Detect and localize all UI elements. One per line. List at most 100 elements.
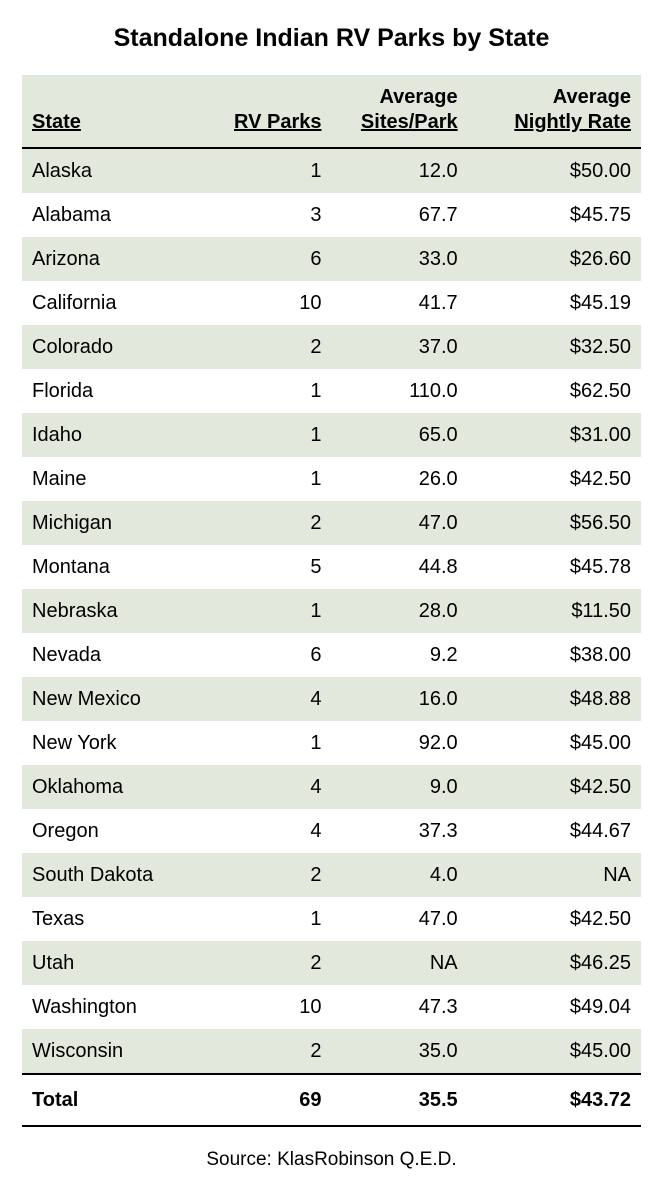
table-row: South Dakota24.0NA — [22, 853, 641, 897]
cell-parks: 10 — [220, 281, 331, 325]
cell-state: South Dakota — [22, 853, 220, 897]
cell-parks: 1 — [220, 721, 331, 765]
cell-state: Nevada — [22, 633, 220, 677]
cell-rate: $45.19 — [468, 281, 641, 325]
cell-rate: $26.60 — [468, 237, 641, 281]
col-header-rate-top: Average — [553, 86, 631, 108]
cell-state: Florida — [22, 369, 220, 413]
table-total-row: Total6935.5$43.72 — [22, 1074, 641, 1126]
cell-rate: $42.50 — [468, 765, 641, 809]
cell-rate: $56.50 — [468, 501, 641, 545]
table-row: New York192.0$45.00 — [22, 721, 641, 765]
cell-rate: $32.50 — [468, 325, 641, 369]
cell-state: Colorado — [22, 325, 220, 369]
table-row: Alaska112.0$50.00 — [22, 148, 641, 193]
cell-state: Arizona — [22, 237, 220, 281]
cell-state: Washington — [22, 985, 220, 1029]
cell-parks: 1 — [220, 369, 331, 413]
cell-rate: $45.75 — [468, 193, 641, 237]
total-sites: 35.5 — [331, 1074, 467, 1126]
table-page: Standalone Indian RV Parks by State Stat… — [0, 0, 663, 1191]
table-row: Oregon437.3$44.67 — [22, 809, 641, 853]
cell-rate: $31.00 — [468, 413, 641, 457]
cell-parks: 3 — [220, 193, 331, 237]
cell-rate: $62.50 — [468, 369, 641, 413]
cell-rate: $42.50 — [468, 457, 641, 501]
col-header-rate-bottom: Nightly Rate — [514, 111, 631, 133]
rv-parks-table: State RV Parks Average Sites/Park — [22, 75, 641, 1127]
cell-rate: $44.67 — [468, 809, 641, 853]
cell-sites: 26.0 — [331, 457, 467, 501]
cell-rate: $46.25 — [468, 941, 641, 985]
cell-sites: 47.0 — [331, 501, 467, 545]
cell-parks: 1 — [220, 413, 331, 457]
cell-rate: $45.00 — [468, 721, 641, 765]
table-row: Colorado237.0$32.50 — [22, 325, 641, 369]
cell-sites: 9.0 — [331, 765, 467, 809]
cell-parks: 1 — [220, 148, 331, 193]
cell-state: Michigan — [22, 501, 220, 545]
col-header-sites-top: Average — [379, 86, 457, 108]
cell-parks: 10 — [220, 985, 331, 1029]
cell-sites: 4.0 — [331, 853, 467, 897]
cell-state: Alaska — [22, 148, 220, 193]
cell-parks: 1 — [220, 457, 331, 501]
table-row: New Mexico416.0$48.88 — [22, 677, 641, 721]
cell-rate: $42.50 — [468, 897, 641, 941]
col-header-sites: Average Sites/Park — [331, 75, 467, 148]
cell-sites: 33.0 — [331, 237, 467, 281]
cell-rate: $45.00 — [468, 1029, 641, 1074]
cell-sites: 35.0 — [331, 1029, 467, 1074]
cell-parks: 1 — [220, 897, 331, 941]
total-label: Total — [22, 1074, 220, 1126]
cell-state: Maine — [22, 457, 220, 501]
cell-sites: 65.0 — [331, 413, 467, 457]
cell-parks: 2 — [220, 853, 331, 897]
table-row: Wisconsin235.0$45.00 — [22, 1029, 641, 1074]
cell-state: Oklahoma — [22, 765, 220, 809]
cell-sites: 67.7 — [331, 193, 467, 237]
cell-state: Oregon — [22, 809, 220, 853]
cell-parks: 5 — [220, 545, 331, 589]
cell-parks: 2 — [220, 941, 331, 985]
cell-sites: NA — [331, 941, 467, 985]
cell-parks: 6 — [220, 237, 331, 281]
cell-state: Utah — [22, 941, 220, 985]
cell-state: New Mexico — [22, 677, 220, 721]
cell-parks: 4 — [220, 809, 331, 853]
cell-state: California — [22, 281, 220, 325]
cell-sites: 47.0 — [331, 897, 467, 941]
cell-parks: 4 — [220, 677, 331, 721]
cell-state: Alabama — [22, 193, 220, 237]
table-row: Texas147.0$42.50 — [22, 897, 641, 941]
table-row: Michigan247.0$56.50 — [22, 501, 641, 545]
cell-parks: 4 — [220, 765, 331, 809]
cell-sites: 12.0 — [331, 148, 467, 193]
cell-rate: $48.88 — [468, 677, 641, 721]
cell-state: Idaho — [22, 413, 220, 457]
col-header-state: State — [22, 75, 220, 148]
page-title: Standalone Indian RV Parks by State — [22, 24, 641, 53]
cell-rate: $11.50 — [468, 589, 641, 633]
cell-rate: NA — [468, 853, 641, 897]
total-parks: 69 — [220, 1074, 331, 1126]
table-row: Oklahoma49.0$42.50 — [22, 765, 641, 809]
cell-state: Nebraska — [22, 589, 220, 633]
table-row: Washington1047.3$49.04 — [22, 985, 641, 1029]
cell-parks: 2 — [220, 1029, 331, 1074]
cell-state: Wisconsin — [22, 1029, 220, 1074]
table-row: Utah2NA$46.25 — [22, 941, 641, 985]
table-row: California1041.7$45.19 — [22, 281, 641, 325]
cell-rate: $50.00 — [468, 148, 641, 193]
cell-sites: 47.3 — [331, 985, 467, 1029]
cell-sites: 37.0 — [331, 325, 467, 369]
cell-sites: 9.2 — [331, 633, 467, 677]
cell-sites: 37.3 — [331, 809, 467, 853]
cell-state: Montana — [22, 545, 220, 589]
col-header-state-label: State — [32, 111, 81, 133]
cell-sites: 44.8 — [331, 545, 467, 589]
col-header-parks-label: RV Parks — [234, 111, 321, 133]
table-row: Florida1110.0$62.50 — [22, 369, 641, 413]
cell-parks: 6 — [220, 633, 331, 677]
cell-parks: 2 — [220, 325, 331, 369]
